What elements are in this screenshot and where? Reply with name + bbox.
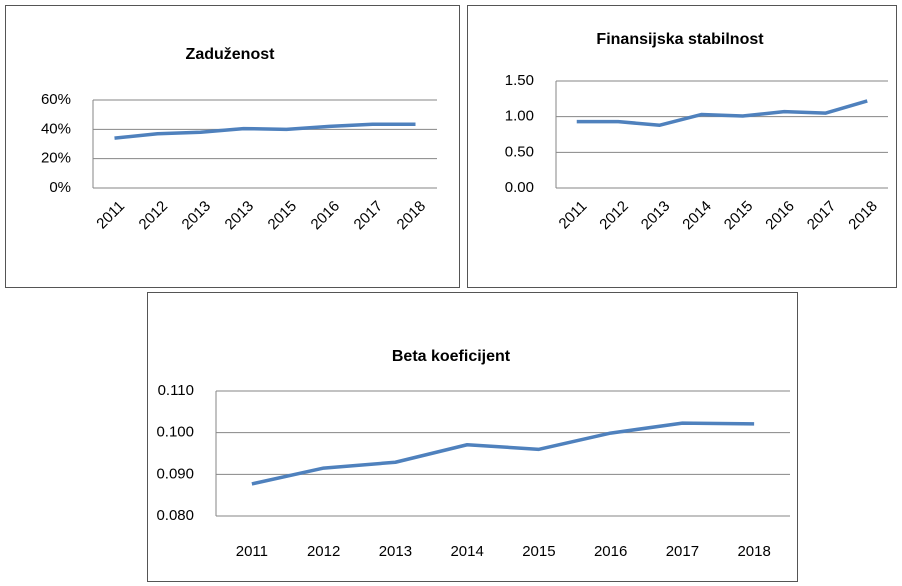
x-tick-label: 2016 xyxy=(594,543,627,560)
x-tick-label: 2011 xyxy=(236,543,268,560)
x-tick-label: 2016 xyxy=(308,198,344,234)
x-tick-label: 2015 xyxy=(265,198,301,234)
y-tick-label: 0.090 xyxy=(156,465,194,482)
chart-frame xyxy=(147,292,798,582)
x-tick-label: 2013 xyxy=(638,198,674,234)
x-tick-label: 2013 xyxy=(379,543,412,560)
chart-frame xyxy=(467,5,897,288)
y-tick-label: 0.00 xyxy=(505,179,534,196)
x-tick-label: 2018 xyxy=(394,198,430,234)
chart-title: Beta koeficijent xyxy=(392,348,511,365)
x-tick-label: 2014 xyxy=(450,543,483,560)
x-tick-label: 2011 xyxy=(556,198,591,233)
y-tick-label: 40% xyxy=(41,120,71,137)
y-tick-label: 20% xyxy=(41,150,71,167)
data-line xyxy=(251,421,755,486)
x-tick-label: 2017 xyxy=(666,543,699,560)
x-tick-label: 2017 xyxy=(351,198,387,234)
x-tick-label: 2012 xyxy=(136,198,172,234)
x-tick-label: 2012 xyxy=(307,543,340,560)
y-tick-label: 1.00 xyxy=(505,108,534,125)
x-tick-label: 2017 xyxy=(804,198,840,234)
x-tick-label: 2011 xyxy=(93,198,128,233)
chart-title: Finansijska stabilnost xyxy=(596,31,764,48)
x-tick-label: 2014 xyxy=(679,198,715,234)
x-tick-label: 2018 xyxy=(845,198,881,234)
x-tick-label: 2013 xyxy=(222,198,258,234)
x-tick-label: 2012 xyxy=(596,198,632,234)
chart-title: Zaduženost xyxy=(186,46,276,63)
data-line xyxy=(114,122,416,140)
x-tick-label: 2018 xyxy=(737,543,770,560)
x-tick-label: 2015 xyxy=(522,543,555,560)
y-tick-label: 1.50 xyxy=(505,72,534,89)
y-tick-label: 0.50 xyxy=(505,143,534,160)
y-tick-label: 60% xyxy=(41,91,71,108)
y-tick-label: 0.100 xyxy=(156,424,194,441)
y-tick-label: 0.110 xyxy=(158,382,194,399)
chart-frame xyxy=(5,5,460,288)
x-tick-label: 2016 xyxy=(762,198,798,234)
data-line xyxy=(576,99,868,127)
y-tick-label: 0.080 xyxy=(156,507,194,524)
y-tick-label: 0% xyxy=(49,179,71,196)
x-tick-label: 2013 xyxy=(179,198,215,234)
x-tick-label: 2015 xyxy=(721,198,757,234)
